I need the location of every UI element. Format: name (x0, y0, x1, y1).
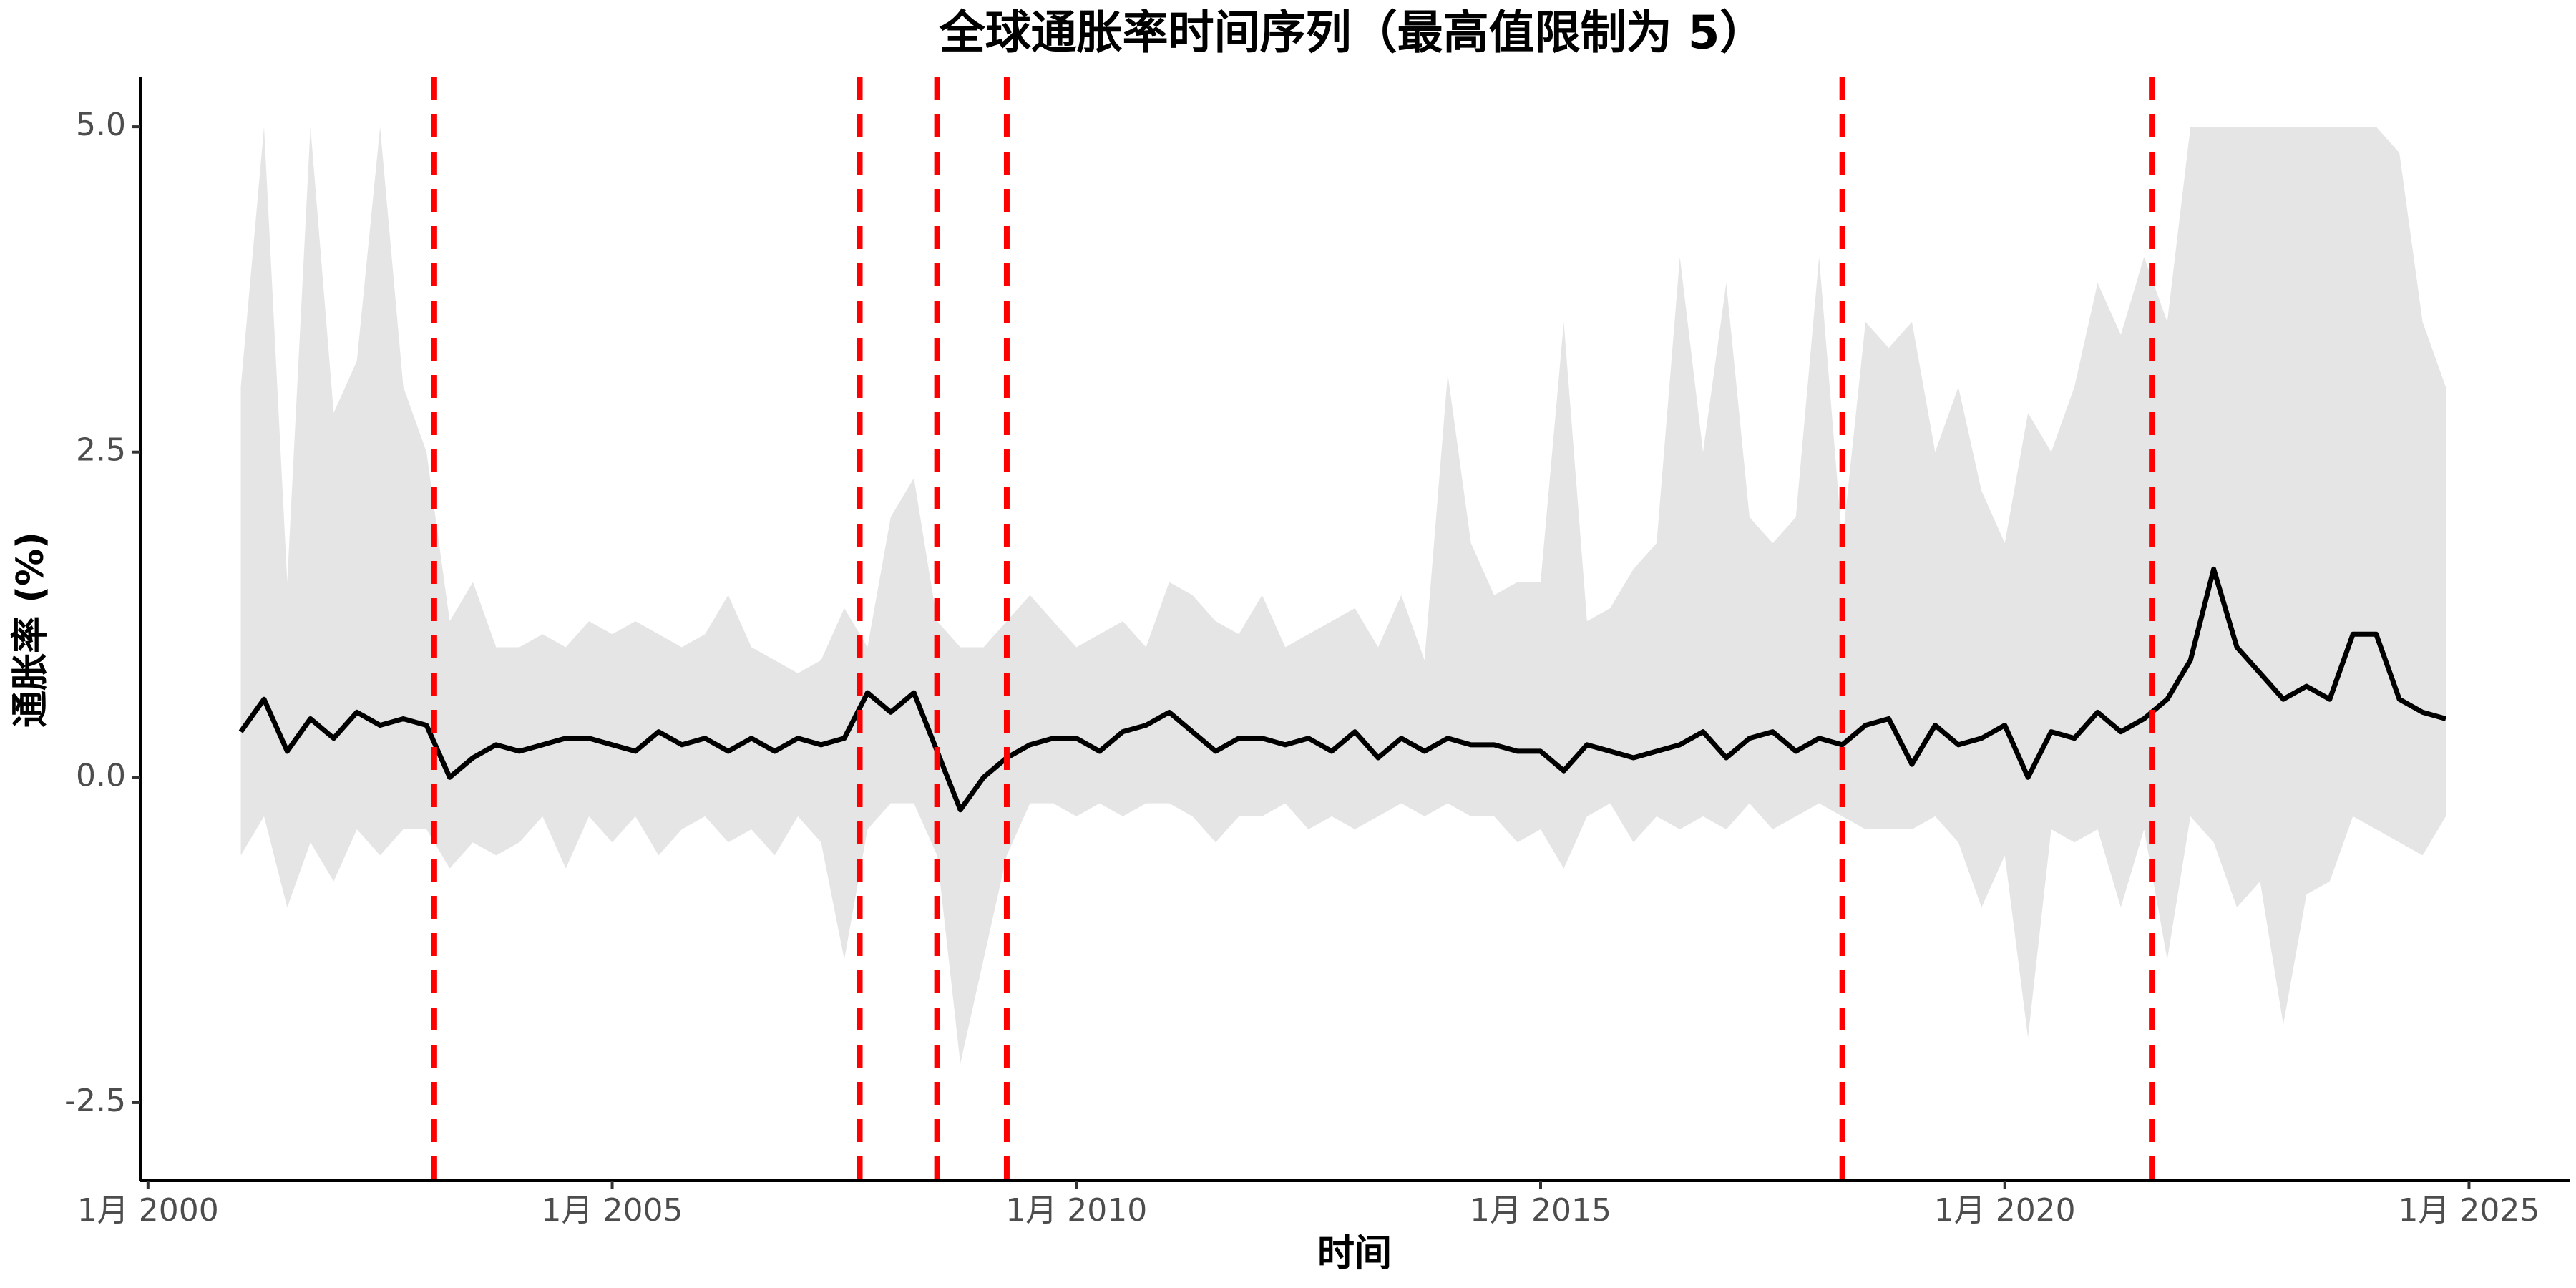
y-tick-label: 0.0 (76, 757, 126, 794)
x-tick-label: 1月 2010 (1005, 1192, 1147, 1229)
y-tick-label: 2.5 (76, 432, 126, 469)
x-axis-title: 时间 (1317, 1232, 1392, 1275)
x-tick-label: 1月 2020 (1934, 1192, 2076, 1229)
y-tick-label: -2.5 (64, 1083, 126, 1119)
band-area (240, 127, 2446, 1064)
x-tick-label: 1月 2015 (1470, 1192, 1611, 1229)
y-tick-label: 5.0 (76, 107, 126, 143)
y-axis-title: 通胀率 (%) (9, 532, 52, 728)
x-tick-label: 1月 2005 (542, 1192, 683, 1229)
series-line (238, 566, 2446, 813)
x-tick-label: 1月 2025 (2398, 1192, 2540, 1229)
x-tick-label: 1月 2000 (77, 1192, 219, 1229)
chart-title: 全球通胀率时间序列（最高值限制为 5） (939, 7, 1766, 60)
